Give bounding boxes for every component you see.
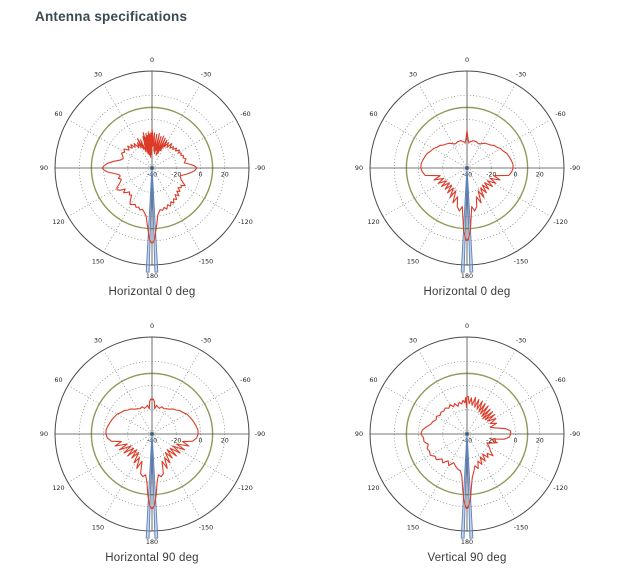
angle-tick-label: 60 (54, 110, 62, 118)
angle-tick-label: -60 (555, 110, 565, 118)
angle-tick-label: -30 (201, 71, 211, 79)
polar-grid (369, 70, 565, 266)
angle-tick-label: 90 (355, 430, 363, 438)
angle-tick-labels: 0 30 60 90 120 150 180 -150 -120 -90 -60 -30 (40, 322, 265, 546)
angle-tick-label: 150 (407, 524, 419, 532)
angle-tick-label: 30 (94, 337, 102, 345)
angle-tick-label: -120 (553, 218, 568, 226)
angle-tick-label: 30 (409, 71, 417, 79)
angle-tick-label: 120 (52, 484, 64, 492)
angle-tick-label: -30 (516, 71, 526, 79)
center-marker (465, 432, 469, 436)
chart-caption: Vertical 90 deg (427, 552, 507, 564)
angle-tick-label: -150 (514, 258, 529, 266)
chart-caption: Horizontal 90 deg (105, 552, 199, 564)
center-marker (465, 166, 469, 170)
angle-tick-label: 180 (461, 538, 473, 546)
chart-caption: Horizontal 0 deg (108, 286, 196, 298)
polar-grid (54, 336, 250, 532)
angle-tick-label: 30 (94, 71, 102, 79)
angle-tick-label: 120 (367, 484, 379, 492)
polar-plot-svg: 0306090120150180-150-120-90-60-30-40-200… (355, 56, 580, 280)
angle-tick-label: 60 (54, 376, 62, 384)
radial-tick-label: 0 (198, 171, 202, 178)
angle-tick-label: -30 (516, 337, 526, 345)
angle-tick-label: -60 (240, 110, 250, 118)
angle-tick-label: 180 (146, 538, 158, 546)
angle-tick-label: -90 (570, 164, 580, 172)
angle-tick-label: 150 (407, 258, 419, 266)
radial-tick-label: -20 (486, 171, 496, 178)
polar-plot-svg: 0306090120150180-150-120-90-60-30-40-200… (40, 56, 265, 280)
polar-chart-vertical-90: 0306090120150180-150-120-90-60-30-40-200… (347, 318, 587, 564)
center-marker (150, 166, 154, 170)
angle-tick-label: -120 (238, 218, 253, 226)
co-polar-trace (101, 128, 198, 244)
angle-tick-label: 120 (367, 218, 379, 226)
angle-tick-label: 180 (461, 272, 473, 280)
angle-tick-label: -150 (199, 524, 214, 532)
chart-caption: Horizontal 0 deg (423, 286, 511, 298)
angle-tick-label: 0 (150, 322, 154, 330)
angle-tick-label: 90 (355, 164, 363, 172)
radial-tick-label: -20 (171, 171, 181, 178)
angle-tick-label: 90 (40, 164, 48, 172)
angle-tick-label: 60 (369, 376, 377, 384)
center-marker (150, 432, 154, 436)
radial-tick-label: 0 (513, 437, 517, 444)
radial-tick-label: 0 (198, 437, 202, 444)
radial-tick-label: -20 (486, 437, 496, 444)
angle-tick-label: -150 (514, 524, 529, 532)
angle-tick-label: -90 (255, 164, 265, 172)
angle-tick-label: 90 (40, 430, 48, 438)
radial-tick-label: 20 (221, 437, 229, 444)
polar-chart-horizontal-0-b: 0306090120150180-150-120-90-60-30-40-200… (347, 52, 587, 298)
angle-tick-label: -30 (201, 337, 211, 345)
radial-tick-label: -20 (171, 437, 181, 444)
polar-plot-svg: 0306090120150180-150-120-90-60-30-40-200… (40, 322, 265, 546)
angle-tick-label: -120 (238, 484, 253, 492)
angle-tick-label: 150 (92, 258, 104, 266)
angle-tick-label: 0 (465, 322, 469, 330)
co-polar-trace (105, 398, 199, 510)
radial-tick-label: 0 (513, 171, 517, 178)
polar-chart-horizontal-90: 0306090120150180-150-120-90-60-30-40-200… (32, 318, 272, 564)
angle-tick-label: -90 (255, 430, 265, 438)
polar-chart-horizontal-0-a: 0306090120150180-150-120-90-60-30-40-200… (32, 52, 272, 298)
radial-tick-label: 20 (221, 171, 229, 178)
radial-tick-label: 20 (536, 437, 544, 444)
angle-tick-label: -150 (199, 258, 214, 266)
co-polar-trace (420, 395, 512, 510)
angle-tick-label: -60 (240, 376, 250, 384)
radial-tick-label: 20 (536, 171, 544, 178)
angle-tick-label: 30 (409, 337, 417, 345)
angle-tick-label: 150 (92, 524, 104, 532)
co-polar-trace (420, 129, 514, 242)
polar-plot-svg: 0306090120150180-150-120-90-60-30-40-200… (355, 322, 580, 546)
angle-tick-label: 60 (369, 110, 377, 118)
angle-tick-label: 0 (465, 56, 469, 64)
angle-tick-label: 0 (150, 56, 154, 64)
angle-tick-label: -60 (555, 376, 565, 384)
angle-tick-labels: 0 30 60 90 120 150 180 -150 -120 -90 -60 -30 (355, 322, 580, 546)
angle-tick-label: -120 (553, 484, 568, 492)
page-title: Antenna specifications (35, 9, 188, 24)
angle-tick-labels: 0 30 60 90 120 150 180 -150 -120 -90 -60 -30 (355, 56, 580, 280)
angle-tick-labels: 0 30 60 90 120 150 180 -150 -120 -90 -60 -30 (40, 56, 265, 280)
angle-tick-label: 180 (146, 272, 158, 280)
angle-tick-label: -90 (570, 430, 580, 438)
angle-tick-label: 120 (52, 218, 64, 226)
